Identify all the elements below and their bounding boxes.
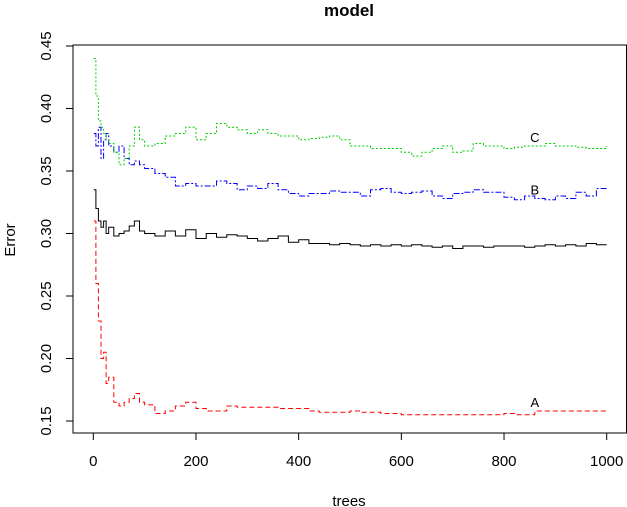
- x-axis: 0 200 400 600 800 1000: [89, 433, 623, 470]
- plot-frame: [72, 44, 627, 434]
- series-layer: A B C: [93, 58, 608, 416]
- series-label-a: A: [530, 395, 539, 410]
- y-tick-label: 0.30: [38, 219, 55, 248]
- y-tick-label: 0.45: [38, 31, 55, 60]
- series-label-b: B: [530, 183, 539, 198]
- series-line-b: [93, 126, 608, 201]
- x-tick-label: 1000: [590, 453, 623, 470]
- y-tick-label: 0.40: [38, 94, 55, 123]
- x-axis-title: trees: [332, 493, 365, 507]
- y-tick-label: 0.15: [38, 406, 55, 435]
- series-line-c: [93, 58, 608, 166]
- series-line-oob: [93, 189, 607, 249]
- y-axis: 0.15 0.20 0.25 0.30 0.35 0.40 0.45: [38, 31, 73, 436]
- x-tick-label: 800: [492, 453, 517, 470]
- x-tick-label: 200: [183, 453, 208, 470]
- y-axis-title: Error: [2, 223, 19, 256]
- series-label-c: C: [530, 130, 539, 145]
- x-tick-label: 0: [89, 453, 97, 470]
- y-tick-label: 0.25: [38, 281, 55, 310]
- y-tick-label: 0.20: [38, 344, 55, 373]
- x-tick-label: 600: [389, 453, 414, 470]
- x-tick-label: 400: [286, 453, 311, 470]
- chart-title: model: [324, 1, 374, 20]
- y-tick-label: 0.35: [38, 156, 55, 185]
- series-line-a: [93, 220, 607, 416]
